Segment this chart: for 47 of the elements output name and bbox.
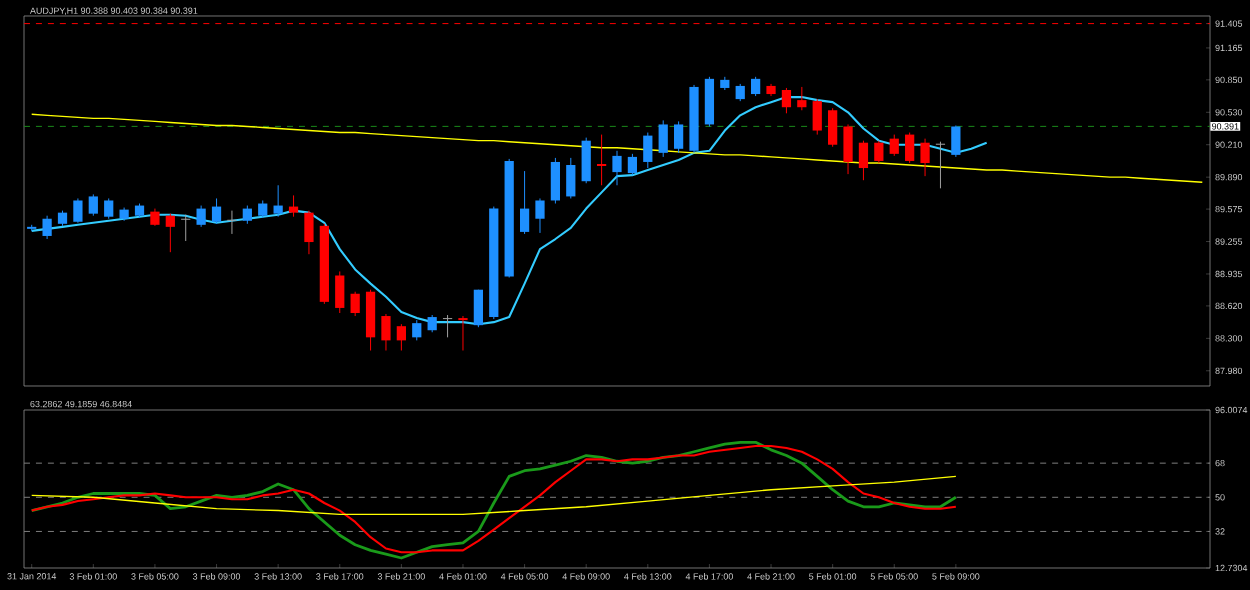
candlestick (211, 197, 222, 225)
candlestick (365, 289, 376, 352)
candlestick (288, 194, 299, 218)
candlestick (874, 140, 884, 164)
candlestick (412, 319, 422, 341)
candlestick (627, 153, 638, 176)
candlestick (181, 214, 191, 242)
candlestick (165, 213, 175, 253)
candlestick (242, 205, 252, 225)
candlestick (658, 119, 668, 158)
candlestick (905, 132, 915, 164)
candlestick (350, 291, 360, 317)
candlestick (858, 140, 869, 181)
candlestick (566, 157, 576, 199)
candlestick (889, 134, 899, 157)
candlestick (473, 289, 483, 328)
candlestick (828, 107, 838, 148)
candlestick (581, 137, 591, 184)
candlestick (550, 157, 561, 205)
candlestick (88, 193, 98, 217)
candlestick (273, 184, 283, 218)
candlestick (673, 120, 684, 154)
candlestick (519, 170, 530, 235)
candlestick (935, 141, 946, 189)
candlestick (396, 323, 406, 352)
candlestick (335, 270, 345, 314)
candlestick (381, 313, 391, 352)
candlestick (781, 87, 792, 114)
candlestick (596, 134, 607, 186)
candlestick (812, 98, 822, 136)
candlestick (951, 124, 961, 158)
candlestick (843, 123, 853, 175)
candlestick (442, 314, 453, 338)
candlestick (304, 210, 314, 255)
candlestick (751, 76, 761, 97)
candlestick (196, 205, 206, 228)
candlestick (458, 315, 468, 352)
candlestick (73, 197, 83, 224)
candlestick (704, 76, 715, 127)
candlestick (920, 138, 930, 177)
candlestick (612, 150, 622, 186)
candlestick (535, 197, 545, 234)
candlestick (104, 197, 114, 220)
candlestick (797, 86, 807, 111)
candlestick (227, 210, 237, 235)
candlestick (42, 215, 52, 240)
candlestick (643, 132, 653, 169)
